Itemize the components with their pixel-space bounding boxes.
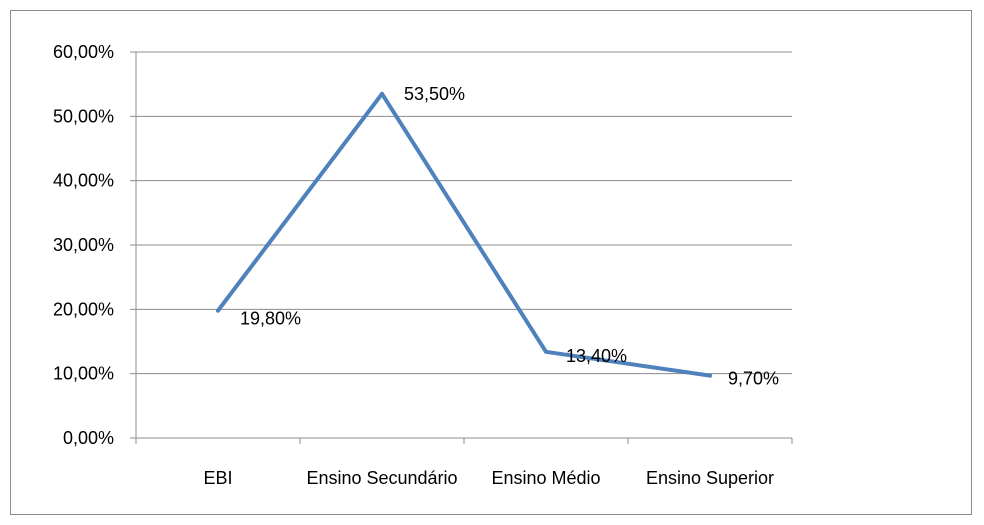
data-point-3 xyxy=(708,373,712,378)
y-tick-label-2: 20,00% xyxy=(53,299,114,319)
data-point-1 xyxy=(380,91,384,96)
x-tick-label-0: EBI xyxy=(203,468,232,488)
data-label-1: 53,50% xyxy=(404,84,465,104)
data-label-0: 19,80% xyxy=(240,309,301,329)
data-point-2 xyxy=(544,349,548,354)
axes xyxy=(130,51,793,444)
x-tick-label-2: Ensino Médio xyxy=(491,468,600,488)
y-tick-label-3: 30,00% xyxy=(53,235,114,255)
y-tick-label-0: 0,00% xyxy=(63,428,114,448)
x-tick-label-3: Ensino Superior xyxy=(646,468,774,488)
x-tick-labels: EBI Ensino Secundário Ensino Médio Ensino S… xyxy=(203,468,774,488)
y-tick-label-1: 10,00% xyxy=(53,364,114,384)
y-tick-label-4: 40,00% xyxy=(53,171,114,191)
y-tick-label-6: 60,00% xyxy=(53,42,114,62)
x-tick-label-1: Ensino Secundário xyxy=(306,468,457,488)
series-group xyxy=(216,91,712,378)
gridlines xyxy=(136,51,792,375)
y-tick-labels: 0,00% 10,00% 20,00% 30,00% 40,00% 50,00% 60,00… xyxy=(53,42,114,448)
data-label-3: 9,70% xyxy=(728,369,779,389)
data-label-2: 13,40% xyxy=(566,346,627,366)
y-tick-label-5: 50,00% xyxy=(53,106,114,126)
data-labels: 19,80% 53,50% 13,40% 9,70% xyxy=(240,84,779,389)
series-line-0 xyxy=(216,91,712,378)
data-point-0 xyxy=(216,308,220,313)
